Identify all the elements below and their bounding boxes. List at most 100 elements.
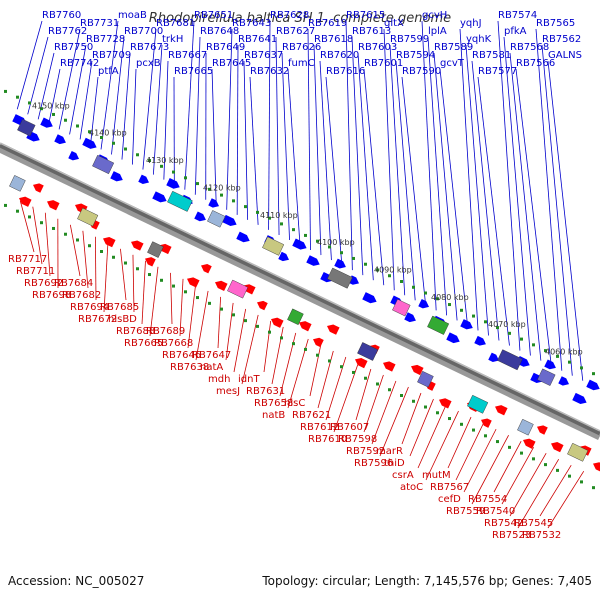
forward-gene-arrow[interactable] (446, 332, 461, 345)
scale-tick (292, 228, 295, 232)
forward-gene-arrow[interactable] (544, 359, 557, 371)
gene-block[interactable] (77, 207, 99, 227)
gene-block[interactable] (517, 418, 534, 436)
reverse-gene-arrow[interactable] (297, 319, 312, 332)
reverse-gene-arrow[interactable] (143, 255, 156, 267)
reverse-gene-arrow[interactable] (521, 436, 536, 449)
reverse-gene-arrow[interactable] (129, 238, 144, 251)
reverse-gene-arrow[interactable] (199, 262, 212, 274)
forward-gene-arrow[interactable] (138, 174, 150, 187)
forward-gene-arrow[interactable] (194, 211, 207, 223)
reverse-gene-arrow[interactable] (591, 460, 600, 472)
scale-tick (220, 307, 223, 311)
forward-gene-arrow[interactable] (418, 298, 430, 311)
reverse-gene-arrow[interactable] (535, 423, 548, 435)
scale-tick (472, 428, 475, 432)
scale-tick (268, 330, 271, 334)
reverse-gene-arrow[interactable] (17, 195, 32, 207)
reverse-gene-arrow[interactable] (549, 440, 564, 453)
forward-gene-arrow[interactable] (110, 171, 124, 183)
gene-block[interactable] (327, 267, 353, 289)
forward-gene-label: RB7601 (364, 58, 403, 69)
gene-block[interactable] (392, 298, 411, 317)
reverse-gene-arrow[interactable] (437, 396, 452, 409)
gene-block[interactable] (537, 368, 556, 386)
reverse-gene-label: RB7665 (124, 338, 163, 349)
forward-gene-arrow[interactable] (166, 178, 181, 191)
scale-tick (244, 205, 247, 209)
gene-block[interactable] (147, 241, 164, 258)
accession-label: Accession: NC_005027 (8, 574, 145, 588)
forward-gene-arrow[interactable] (474, 335, 487, 348)
forward-gene-arrow[interactable] (558, 376, 570, 388)
forward-gene-arrow[interactable] (40, 117, 54, 130)
gene-block[interactable] (17, 118, 36, 137)
reverse-gene-arrow[interactable] (269, 315, 284, 328)
forward-gene-arrow[interactable] (362, 292, 378, 305)
forward-gene-arrow[interactable] (152, 191, 168, 204)
forward-gene-label: RB7574 (498, 10, 537, 21)
gene-block[interactable] (497, 349, 523, 371)
reverse-gene-arrow[interactable] (325, 322, 340, 335)
scale-tick (496, 326, 499, 330)
forward-gene-arrow[interactable] (586, 379, 600, 393)
reverse-gene-arrow[interactable] (311, 336, 324, 348)
forward-gene-arrow[interactable] (572, 392, 588, 406)
scale-tick (316, 239, 319, 243)
reverse-gene-arrow[interactable] (479, 416, 492, 428)
reverse-gene-arrow[interactable] (31, 181, 44, 193)
forward-gene-arrow[interactable] (306, 255, 321, 268)
gene-block[interactable] (262, 236, 285, 256)
reverse-gene-arrow[interactable] (101, 235, 116, 248)
reverse-gene-arrow[interactable] (381, 359, 396, 372)
forward-gene-label: RB7637 (244, 50, 283, 61)
forward-gene-arrow[interactable] (460, 319, 474, 331)
gene-block[interactable] (287, 308, 304, 326)
reverse-gene-label: RB7567 (430, 482, 469, 493)
forward-gene-label: RB7568 (510, 42, 549, 53)
gene-block[interactable] (207, 210, 226, 228)
gene-block[interactable] (167, 190, 193, 212)
forward-gene-arrow[interactable] (208, 198, 220, 210)
reverse-gene-arrow[interactable] (409, 363, 424, 376)
forward-gene-arrow[interactable] (278, 251, 290, 264)
forward-gene-arrow[interactable] (236, 231, 251, 245)
forward-gene-arrow[interactable] (68, 150, 80, 163)
reverse-gene-arrow[interactable] (45, 198, 60, 211)
scale-tick (424, 291, 427, 295)
reverse-gene-arrow[interactable] (213, 279, 228, 291)
forward-gene-arrow[interactable] (54, 134, 67, 146)
reverse-gene-arrow[interactable] (353, 356, 368, 369)
kbp-scale-label: 4100 kbp (317, 238, 355, 247)
forward-gene-label: yqhJ (460, 18, 482, 29)
scale-tick (388, 274, 391, 278)
forward-gene-arrow[interactable] (222, 214, 238, 228)
forward-gene-label: RB7590 (402, 66, 441, 77)
forward-gene-arrow[interactable] (334, 258, 347, 271)
gene-block[interactable] (92, 154, 115, 175)
gene-block[interactable] (427, 315, 450, 335)
gene-block[interactable] (417, 370, 434, 388)
gene-block[interactable] (227, 279, 249, 299)
reverse-gene-label: RB7682 (62, 290, 101, 301)
forward-gene-label: RB7615 (346, 10, 385, 21)
reverse-gene-label: RB7658 (254, 398, 293, 409)
forward-gene-label: RB7750 (54, 42, 93, 53)
kbp-scale-label: 4080 kbp (431, 293, 469, 302)
scale-tick (520, 337, 523, 341)
forward-gene-arrow[interactable] (404, 312, 417, 324)
reverse-gene-label: RB7532 (522, 530, 561, 541)
forward-gene-arrow[interactable] (488, 352, 500, 365)
forward-gene-arrow[interactable] (292, 238, 308, 252)
scale-tick (100, 136, 103, 139)
reverse-gene-arrow[interactable] (255, 299, 268, 311)
gene-block[interactable] (467, 394, 489, 414)
reverse-gene-arrow[interactable] (185, 275, 200, 288)
gene-block[interactable] (9, 175, 26, 192)
gene-block[interactable] (357, 342, 379, 361)
gene-block[interactable] (567, 442, 589, 462)
reverse-gene-arrow[interactable] (493, 403, 508, 416)
forward-gene-label: RB7651 (194, 10, 233, 21)
forward-gene-arrow[interactable] (82, 137, 98, 151)
reverse-gene-label: RB7672 (78, 314, 117, 325)
